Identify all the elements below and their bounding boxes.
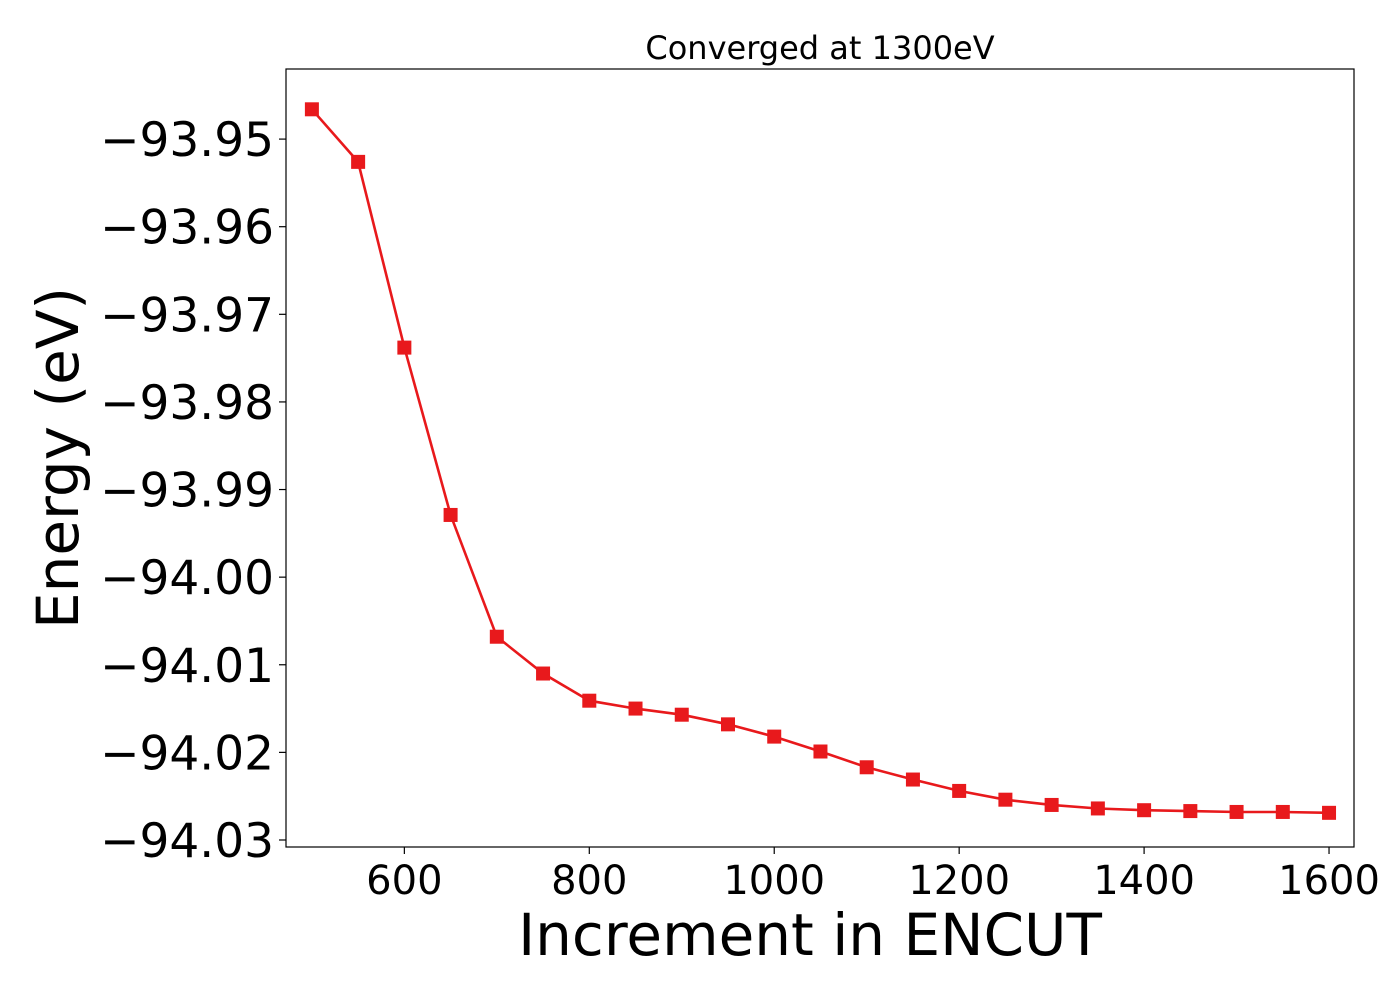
- data-point-marker: [582, 693, 597, 708]
- data-point-marker: [674, 707, 689, 722]
- data-point-marker: [998, 792, 1013, 807]
- y-tick-label: −93.98: [100, 376, 274, 431]
- series-line-group: [304, 102, 1337, 820]
- y-tick-label: −94.03: [100, 814, 274, 869]
- data-point-marker: [536, 666, 551, 681]
- chart-title: Converged at 1300eV: [645, 29, 994, 67]
- y-tick-label: −93.95: [100, 113, 274, 168]
- y-tick-label: −93.99: [100, 464, 274, 519]
- data-point-marker: [905, 772, 920, 787]
- data-point-marker: [1275, 804, 1290, 819]
- x-tick-label: 1400: [1093, 858, 1195, 904]
- data-point-marker: [351, 154, 366, 169]
- data-point-marker: [1090, 801, 1105, 816]
- y-tick-label: −94.00: [100, 551, 274, 606]
- y-axis-title: Energy (eV): [24, 287, 92, 629]
- x-tick-label: 800: [551, 858, 627, 904]
- data-point-marker: [1183, 804, 1198, 819]
- plot-area-frame: [285, 68, 1355, 848]
- data-point-marker: [443, 507, 458, 522]
- y-tick-label: −93.97: [100, 288, 274, 343]
- y-tick-label: −94.02: [100, 726, 274, 781]
- data-point-marker: [489, 629, 504, 644]
- data-point-marker: [767, 729, 782, 744]
- data-point-marker: [813, 744, 828, 759]
- data-point-marker: [397, 340, 412, 355]
- y-tick-label: −94.01: [100, 639, 274, 694]
- data-point-marker: [1044, 797, 1059, 812]
- x-tick-label: 600: [366, 858, 442, 904]
- data-point-marker: [952, 783, 967, 798]
- y-tick-label: −93.96: [100, 201, 274, 256]
- data-point-marker: [859, 760, 874, 775]
- x-tick-label: 1200: [908, 858, 1010, 904]
- data-point-marker: [1322, 805, 1337, 820]
- axis-ticks: 600 800 1000 1200 1400 1600 −93.95 −93.96 −93.97…: [100, 113, 1380, 904]
- data-point-marker: [720, 717, 735, 732]
- x-tick-label: 1000: [723, 858, 825, 904]
- series-line: [310, 108, 1330, 815]
- data-point-marker: [1137, 803, 1152, 818]
- data-point-marker: [1229, 804, 1244, 819]
- x-tick-label: 1600: [1278, 858, 1380, 904]
- data-point-marker: [628, 701, 643, 716]
- x-axis-title: Increment in ENCUT: [518, 901, 1102, 969]
- data-point-marker: [304, 102, 319, 117]
